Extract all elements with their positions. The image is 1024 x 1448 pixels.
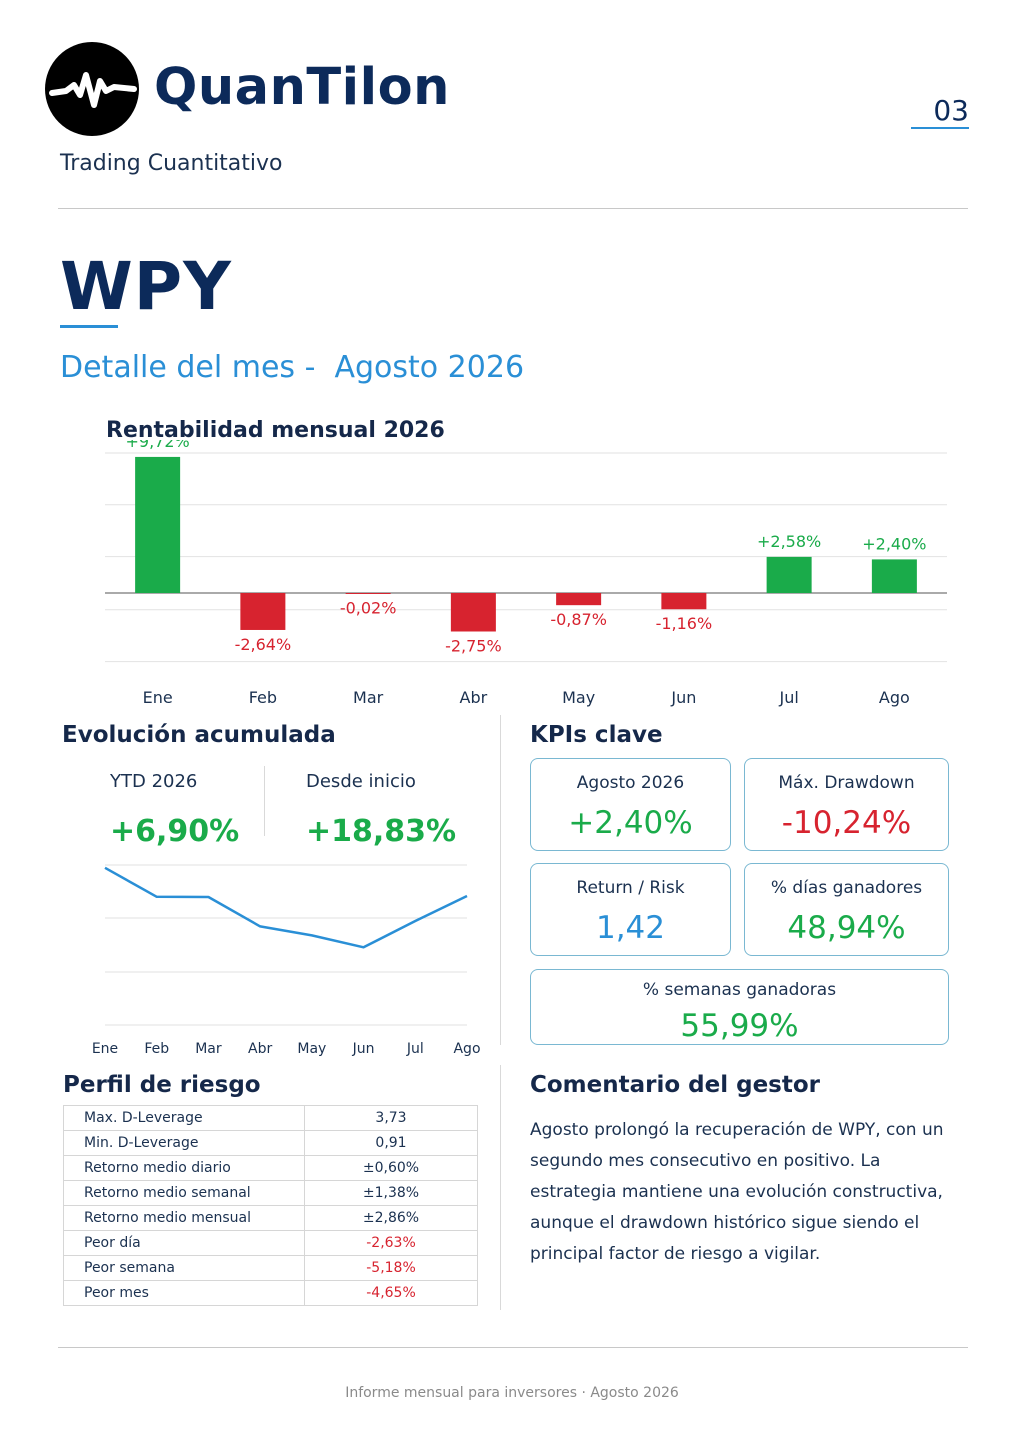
kpi-label: Return / Risk [576,878,685,898]
section-divider-top [500,715,501,1045]
ytd-value: +6,90% [110,814,240,849]
risk-metric-label: Peor semana [63,1255,305,1281]
ticker-underline [60,325,118,328]
bar-x-tick-label: Ago [879,688,910,707]
risk-metric-label: Retorno medio diario [63,1155,305,1181]
kpi-card-month-return: Agosto 2026 +2,40% [530,758,731,851]
table-row: Peor mes -4,65% [63,1280,478,1306]
kpi-value: 1,42 [595,910,666,946]
bar-x-tick-label: Jun [670,688,696,707]
cumulative-series-line [104,866,468,949]
risk-metric-label: Min. D-Leverage [63,1130,305,1156]
bar-value-label: -0,02% [340,598,397,617]
monthly-chart-title: Rentabilidad mensual 2026 [106,418,445,443]
section-divider-bottom [500,1065,501,1310]
line-x-tick-label: Ene [92,1041,118,1057]
table-row: Peor día -2,63% [63,1230,478,1256]
table-row: Retorno medio semanal ±1,38% [63,1180,478,1206]
quantilon-logo [45,42,139,136]
table-row: Retorno medio diario ±0,60% [63,1155,478,1181]
cumulative-title: Evolución acumulada [62,722,336,748]
risk-metric-label: Retorno medio mensual [63,1205,305,1231]
risk-metric-value: ±2,86% [304,1205,478,1231]
risk-metric-label: Peor mes [63,1280,305,1306]
bar-value-label: +2,58% [757,532,821,551]
bar-x-tick-label: Abr [460,688,488,707]
kpi-label: Agosto 2026 [576,773,685,793]
header-divider [58,208,968,209]
since-inception-value: +18,83% [306,814,457,849]
kpi-value: 48,94% [787,910,906,946]
bar-value-label: -2,64% [235,635,292,654]
line-x-tick-label: Ago [453,1041,480,1057]
manager-comment-text: Agosto prolongó la recuperación de WPY, … [530,1120,944,1264]
risk-metric-value: 0,91 [304,1130,478,1156]
bar-x-tick-label: Ene [143,688,173,707]
bar-x-tick-label: May [562,688,595,707]
risk-metric-value: 3,73 [304,1105,478,1131]
footer-text: Informe mensual para inversores · Agosto… [345,1385,679,1401]
kpi-label: % días ganadores [770,878,923,898]
risk-metric-value: ±1,38% [304,1180,478,1206]
risk-metric-value: -4,65% [304,1280,478,1306]
kpi-card-return-risk: Return / Risk 1,42 [530,863,731,956]
manager-comment-title: Comentario del gestor [530,1072,821,1098]
line-x-tick-label: May [297,1041,326,1057]
line-x-tick-label: Jun [352,1041,375,1057]
since-inception-label: Desde inicio [306,771,416,792]
kpi-card-winning-days: % días ganadores 48,94% [744,863,949,956]
bar-value-label: -1,16% [656,614,713,633]
risk-profile-table: Max. D-Leverage 3,73 Min. D-Leverage 0,91 Re… [63,1105,478,1306]
kpi-value: -10,24% [781,805,912,841]
bar-value-label: +9,72% [126,440,190,451]
bar-value-label: +2,40% [862,534,926,553]
bar-may [556,593,602,606]
ticker-title: WPY [60,248,232,325]
risk-metric-label: Max. D-Leverage [63,1105,305,1131]
monthly-returns-chart: +9,72% Ene -2,64% Feb -0,02% Mar -2,75% Abr -0,8… [105,440,947,707]
footer-divider [58,1347,968,1348]
bar-abr [450,593,496,632]
risk-metric-value: -2,63% [304,1230,478,1256]
bar-mar [345,593,391,594]
bar-jul [766,556,812,593]
risk-profile-title: Perfil de riesgo [63,1072,261,1098]
line-x-tick-label: Jul [406,1041,424,1057]
kpi-value: +2,40% [568,805,693,841]
bar-x-tick-label: Jul [778,688,798,707]
bar-jun [661,593,707,610]
risk-metric-value: ±0,60% [304,1155,478,1181]
month-detail-title: Detalle del mes - Agosto 2026 [60,350,525,385]
ytd-label: YTD 2026 [110,771,198,792]
table-row: Min. D-Leverage 0,91 [63,1130,478,1156]
line-x-tick-label: Mar [195,1041,222,1057]
cumulative-line-chart: Ene Feb Mar Abr May Jun Jul Ago [92,864,481,1057]
brand-subtitle: Trading Cuantitativo [60,151,283,176]
bar-value-label: -2,75% [445,637,502,656]
table-row: Max. D-Leverage 3,73 [63,1105,478,1131]
table-row: Retorno medio mensual ±2,86% [63,1205,478,1231]
table-row: Peor semana -5,18% [63,1255,478,1281]
kpi-card-max-drawdown: Máx. Drawdown -10,24% [744,758,949,851]
bar-feb [240,593,286,630]
line-x-tick-label: Feb [144,1041,169,1057]
bar-ene [135,456,181,593]
page-number: 03 [933,94,969,127]
kpi-value: 55,99% [680,1008,799,1044]
page-number-underline [911,127,969,129]
kpi-card-winning-weeks: % semanas ganadoras 55,99% [530,969,949,1045]
kpis-title: KPIs clave [530,722,663,748]
risk-metric-label: Retorno medio semanal [63,1180,305,1206]
risk-metric-label: Peor día [63,1230,305,1256]
line-x-tick-label: Abr [248,1041,272,1057]
risk-metric-value: -5,18% [304,1255,478,1281]
kpi-label: Máx. Drawdown [778,773,915,793]
cumulative-separator [264,766,265,836]
bar-x-tick-label: Mar [353,688,384,707]
bar-x-tick-label: Feb [249,688,277,707]
kpi-label: % semanas ganadoras [642,980,837,1000]
bar-value-label: -0,87% [550,610,607,629]
brand-name: QuanTilon [154,58,450,117]
bar-ago [871,559,917,593]
